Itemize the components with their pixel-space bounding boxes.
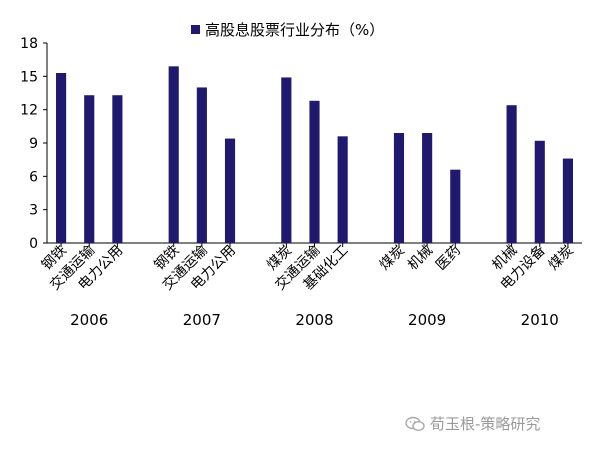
bar xyxy=(281,77,292,243)
y-tick-label: 9 xyxy=(29,136,38,152)
bar xyxy=(534,140,545,243)
bar xyxy=(562,158,573,243)
bar xyxy=(112,95,123,243)
bar xyxy=(168,66,179,243)
bar xyxy=(337,136,348,243)
watermark: 荀玉根-策略研究 xyxy=(405,413,540,434)
year-label: 2008 xyxy=(295,311,333,329)
category-label: 煤炭 xyxy=(546,243,577,274)
bar xyxy=(196,87,207,243)
bar xyxy=(506,105,517,243)
year-label: 2010 xyxy=(521,311,559,329)
year-label: 2007 xyxy=(183,311,221,329)
watermark-text: 荀玉根-策略研究 xyxy=(430,415,541,433)
y-tick-label: 6 xyxy=(29,169,38,185)
legend-swatch xyxy=(191,25,200,34)
bar xyxy=(422,133,433,243)
bar xyxy=(224,138,236,243)
bar xyxy=(393,133,405,243)
year-label: 2009 xyxy=(408,311,446,329)
category-label: 医药 xyxy=(433,243,464,274)
category-label: 机械 xyxy=(405,243,436,274)
y-tick-label: 3 xyxy=(29,203,38,219)
y-tick-label: 0 xyxy=(29,236,38,252)
y-tick-label: 12 xyxy=(20,103,38,119)
bar xyxy=(84,95,95,243)
wechat-icon xyxy=(405,416,425,431)
y-tick-label: 15 xyxy=(20,69,38,85)
bar xyxy=(450,169,461,243)
year-label: 2006 xyxy=(70,311,108,329)
legend: 高股息股票行业分布（%） xyxy=(191,19,384,40)
bar xyxy=(309,100,320,244)
bar xyxy=(56,73,67,243)
y-tick-label: 18 xyxy=(20,36,38,52)
category-label: 煤炭 xyxy=(377,243,408,274)
legend-label: 高股息股票行业分布（%） xyxy=(205,21,385,39)
